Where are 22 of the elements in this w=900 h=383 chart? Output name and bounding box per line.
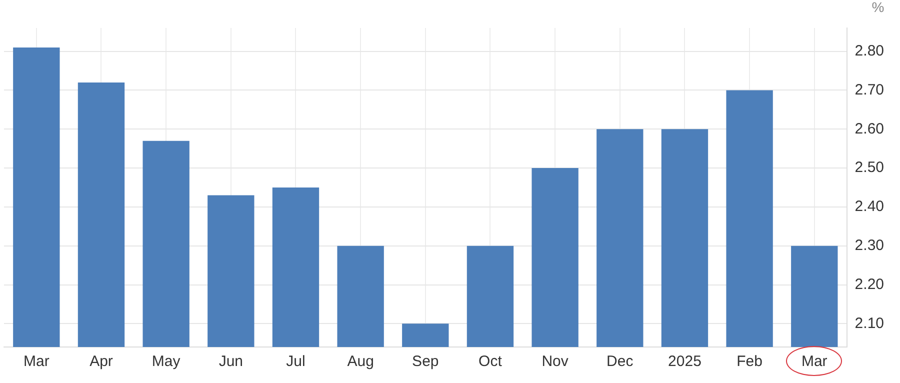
x-tick-label: May [152, 353, 181, 370]
y-tick-label: 2.80 [854, 42, 884, 60]
y-tick-label: 2.10 [854, 314, 884, 332]
x-tick-label: Feb [736, 353, 762, 370]
y-tick-label: 2.70 [854, 81, 884, 98]
x-tick-label: Mar [23, 353, 50, 370]
x-tick-label: Jun [218, 353, 244, 370]
y-axis-title: % [872, 0, 884, 15]
y-tick-label: 2.30 [854, 236, 884, 254]
x-tick-label: Mar [801, 353, 828, 370]
x-tick-label: Dec [606, 353, 634, 370]
y-tick-label: 2.50 [854, 159, 884, 176]
y-tick-label: 2.40 [854, 198, 884, 216]
x-tick-label: Sep [412, 353, 439, 370]
y-tick-label: 2.60 [854, 120, 884, 138]
x-tick-label: Nov [542, 353, 569, 370]
x-tick-label: Oct [478, 353, 503, 370]
x-tick-label: Aug [347, 353, 374, 370]
x-tick-label: 2025 [668, 353, 702, 370]
y-tick-label: 2.20 [854, 276, 884, 293]
x-tick-label: Jul [286, 353, 306, 370]
x-tick-label: Apr [90, 353, 113, 370]
